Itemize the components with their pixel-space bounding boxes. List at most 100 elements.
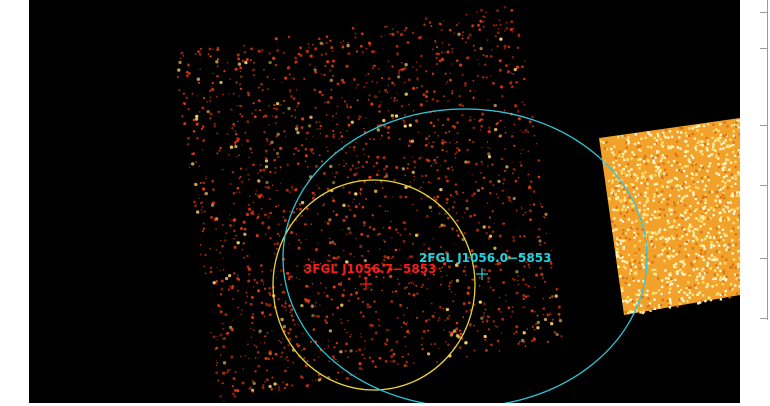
- noise-pixel: [199, 68, 201, 70]
- noise-pixel: [457, 149, 461, 152]
- noise-pixel: [395, 340, 399, 344]
- noise-pixel: [474, 180, 478, 183]
- bright-pixel: [614, 187, 618, 190]
- bright-pixel: [679, 184, 682, 188]
- bright-pixel: [699, 214, 702, 217]
- noise-pixel: [403, 227, 407, 231]
- noise-pixel: [342, 218, 346, 223]
- noise-pixel: [295, 124, 299, 128]
- noise-pixel: [451, 92, 454, 95]
- bright-pixel: [654, 273, 657, 276]
- noise-pixel: [400, 326, 403, 328]
- 3fgl-position-marker[interactable]: [360, 278, 372, 290]
- noise-pixel: [264, 149, 268, 153]
- bright-pixel: [734, 160, 737, 164]
- noise-pixel: [346, 332, 348, 334]
- noise-pixel: [513, 104, 518, 108]
- noise-pixel: [208, 47, 212, 51]
- bright-pixel: [642, 213, 645, 216]
- noise-pixel: [314, 164, 319, 168]
- noise-pixel: [211, 88, 215, 91]
- bright-pixel: [719, 211, 722, 214]
- noise-pixel: [199, 47, 203, 50]
- bright-pixel: [616, 236, 620, 240]
- bright-pixel: [639, 149, 642, 152]
- bright-pixel: [676, 184, 680, 187]
- noise-pixel: [394, 248, 398, 252]
- noise-pixel: [399, 33, 404, 37]
- bright-pixel: [652, 245, 655, 248]
- noise-pixel: [406, 286, 409, 289]
- bright-pixel: [728, 179, 731, 182]
- bright-pixel: [700, 150, 703, 153]
- noise-pixel: [291, 189, 293, 191]
- noise-pixel: [358, 115, 362, 119]
- noise-pixel: [238, 177, 240, 180]
- bright-pixel: [650, 235, 654, 239]
- noise-pixel: [482, 20, 485, 23]
- noise-pixel: [442, 307, 444, 310]
- noise-pixel: [312, 43, 314, 46]
- noise-pixel: [319, 304, 321, 306]
- noise-pixel: [483, 314, 485, 317]
- bright-pixel: [628, 299, 631, 302]
- noise-pixel: [222, 323, 224, 325]
- noise-pixel: [212, 281, 216, 285]
- noise-pixel: [323, 73, 326, 76]
- noise-pixel: [454, 263, 459, 267]
- 3fgl-error-ellipse[interactable]: [272, 179, 476, 391]
- sky-map[interactable]: [29, 0, 740, 403]
- bright-pixel: [729, 144, 732, 148]
- noise-pixel: [237, 62, 242, 66]
- bright-pixel: [644, 155, 647, 158]
- noise-pixel: [209, 247, 212, 250]
- noise-pixel: [521, 131, 524, 134]
- noise-pixel: [215, 228, 217, 230]
- bright-pixel: [652, 156, 655, 159]
- bright-pixel: [702, 195, 706, 198]
- noise-pixel: [451, 90, 454, 93]
- bright-pixel: [618, 184, 621, 187]
- noise-pixel: [192, 118, 196, 122]
- bright-source-field: [599, 118, 740, 315]
- bright-pixel: [620, 169, 623, 173]
- noise-pixel: [347, 204, 350, 208]
- sky-image-viewer[interactable]: 2FGL J1056.0−5853 3FGL J1056.7−5853: [29, 0, 740, 403]
- bright-pixel: [688, 225, 691, 229]
- bright-pixel: [661, 145, 665, 148]
- bright-pixel: [628, 196, 632, 199]
- bright-pixel: [631, 205, 634, 208]
- bright-pixel: [703, 216, 706, 219]
- bright-pixel: [670, 179, 673, 182]
- noise-pixel: [336, 306, 340, 310]
- noise-pixel: [501, 317, 505, 321]
- noise-pixel: [277, 223, 280, 226]
- noise-pixel: [387, 136, 391, 140]
- noise-pixel: [280, 355, 283, 358]
- bright-pixel: [689, 262, 693, 265]
- noise-pixel: [426, 287, 429, 290]
- bright-pixel: [668, 283, 671, 287]
- bright-pixel: [634, 271, 638, 274]
- bright-pixel: [710, 206, 713, 210]
- bright-pixel: [642, 175, 645, 178]
- noise-pixel: [413, 281, 415, 283]
- bright-pixel: [736, 153, 740, 156]
- bright-pixel: [621, 220, 625, 223]
- bright-pixel: [621, 208, 624, 211]
- noise-pixel: [244, 60, 248, 65]
- noise-pixel: [357, 297, 360, 300]
- bright-pixel: [627, 142, 630, 145]
- 2fgl-error-ellipse[interactable]: [282, 108, 648, 403]
- bright-pixel: [622, 152, 625, 156]
- noise-pixel: [468, 322, 472, 326]
- 2fgl-position-marker[interactable]: [476, 268, 488, 280]
- noise-pixel: [236, 186, 240, 190]
- noise-pixel: [287, 277, 291, 281]
- noise-pixel: [251, 315, 255, 319]
- noise-pixel: [313, 359, 316, 361]
- noise-pixel: [481, 320, 484, 323]
- noise-pixel: [219, 80, 223, 85]
- bright-pixel: [704, 211, 708, 214]
- noise-pixel: [496, 121, 499, 125]
